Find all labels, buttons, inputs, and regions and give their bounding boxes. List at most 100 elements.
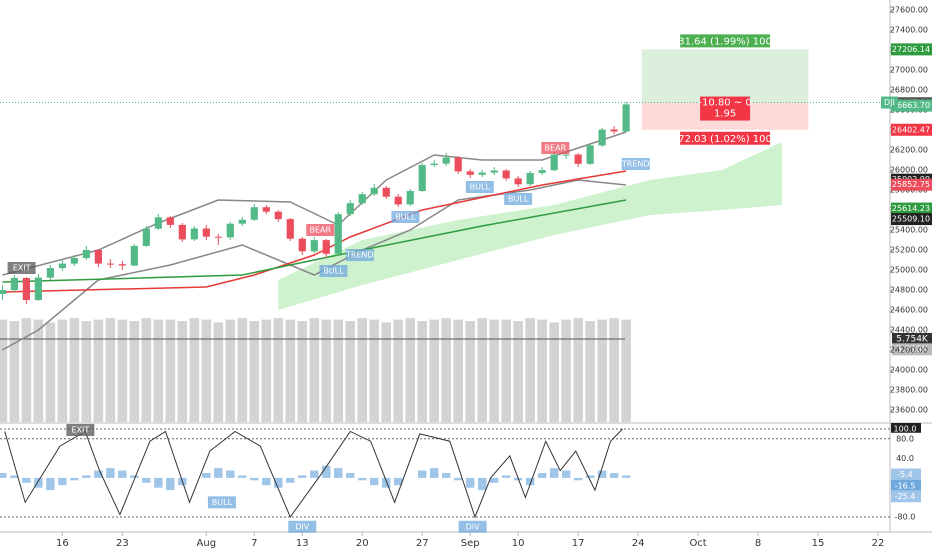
osc-tick-bg <box>891 452 921 465</box>
osc-badge-label: -25.4 <box>895 492 916 501</box>
candle-body <box>610 129 618 132</box>
y-tick-label: 26200.00 <box>890 146 928 155</box>
x-tick-label: Sep <box>461 538 480 549</box>
candle-body <box>10 278 18 290</box>
x-tick-label: 13 <box>296 538 309 549</box>
x-tick-label: 24 <box>632 538 645 549</box>
y-tick-label: 25000.00 <box>890 266 928 275</box>
y-tick-label: 24800.00 <box>890 286 928 295</box>
candle-body <box>562 154 570 156</box>
histogram-bar <box>298 475 307 478</box>
histogram-bar <box>106 468 115 478</box>
signal-box <box>288 520 317 533</box>
candle-body <box>178 224 186 240</box>
histogram-bar <box>262 477 271 486</box>
histogram-bar <box>585 475 595 478</box>
histogram-bar <box>238 475 247 478</box>
candle-body <box>622 104 630 132</box>
symbol-tag-bg <box>881 96 898 109</box>
price-badge-label: 25509.10 <box>892 215 930 224</box>
y-tick-label: 24400.00 <box>890 326 928 335</box>
y-tick-label: 24000.00 <box>890 366 928 375</box>
x-tick-label: 27 <box>416 538 429 549</box>
y-tick-label: 27400.00 <box>890 26 928 35</box>
x-tick-label: 23 <box>116 538 129 549</box>
x-tick-label: 16 <box>56 538 69 549</box>
candle-body <box>94 250 102 264</box>
histogram-bar <box>226 470 235 478</box>
cloud <box>278 142 783 310</box>
volume-bar <box>45 322 56 422</box>
signal-box <box>345 249 374 261</box>
volume-bar <box>237 318 248 422</box>
histogram-bar <box>382 477 391 488</box>
volume-bar <box>393 319 404 422</box>
signal-box <box>541 142 570 154</box>
osc-tick-label: 40.0 <box>896 454 914 463</box>
candle-body <box>154 217 162 229</box>
histogram-bar <box>609 473 619 478</box>
histogram-bar <box>166 477 175 491</box>
histogram-bar <box>142 477 151 483</box>
histogram-bar <box>394 477 403 486</box>
x-tick-label: 8 <box>755 538 761 549</box>
candle-body <box>214 236 222 238</box>
signal-label: DIV <box>295 522 310 531</box>
signal-label: TREND <box>345 251 374 260</box>
volume-bar <box>453 319 463 422</box>
y-tick-label: 24600.00 <box>890 306 928 315</box>
candle-body <box>514 178 522 185</box>
volume-bar <box>105 318 116 422</box>
volume-bar <box>585 321 595 422</box>
volume-bar <box>621 319 631 422</box>
volume-bar <box>9 321 20 422</box>
y-tick-label: 26000.00 <box>890 166 928 175</box>
volume-bar <box>213 322 224 422</box>
histogram-bar <box>22 477 31 483</box>
volume-bar <box>513 321 523 422</box>
volume-bar <box>225 319 236 422</box>
volume-label: 5.754K <box>896 334 929 344</box>
volume-bar <box>285 319 296 422</box>
volume-bar <box>477 318 487 422</box>
price-badge <box>891 178 932 191</box>
volume-bar <box>189 318 200 422</box>
volume-bar <box>57 319 68 422</box>
volume-bar <box>21 318 32 422</box>
volume-bar <box>417 321 428 422</box>
histogram-bar <box>537 473 547 478</box>
signal-label: EXIT <box>71 425 89 434</box>
histogram-bar <box>130 475 139 478</box>
price-badge <box>891 213 932 226</box>
candle-body <box>142 228 150 246</box>
volume-bar <box>381 322 392 422</box>
candle-body <box>190 228 198 240</box>
candle-body <box>394 196 402 205</box>
histogram-bar <box>310 470 319 478</box>
candle-body <box>226 223 234 238</box>
osc-badge <box>891 479 921 492</box>
volume-bar <box>93 319 104 422</box>
volume-bar <box>153 319 164 422</box>
signal-box <box>319 265 348 277</box>
osc-tick-label: 80.0 <box>896 434 914 443</box>
signal-box <box>391 211 420 223</box>
signal-label: BULL <box>212 498 233 507</box>
candle-body <box>406 191 414 205</box>
volume-bar <box>261 319 272 422</box>
y-tick-label: 23600.00 <box>890 406 928 415</box>
candle-body <box>550 154 558 171</box>
histogram-bar <box>154 477 163 488</box>
volume-bar <box>429 319 440 422</box>
center-label-bg <box>700 96 751 121</box>
y-tick-label: 25400.00 <box>890 226 928 235</box>
candle-body <box>202 228 210 237</box>
x-tick-label: Oct <box>689 538 706 549</box>
histogram-bar <box>346 473 355 478</box>
candle-body <box>490 170 498 173</box>
volume-bar <box>489 319 499 422</box>
osc-tick-label: 100.0 <box>894 425 917 434</box>
candle-body <box>586 145 594 164</box>
signal-label: BEAR <box>309 226 331 235</box>
